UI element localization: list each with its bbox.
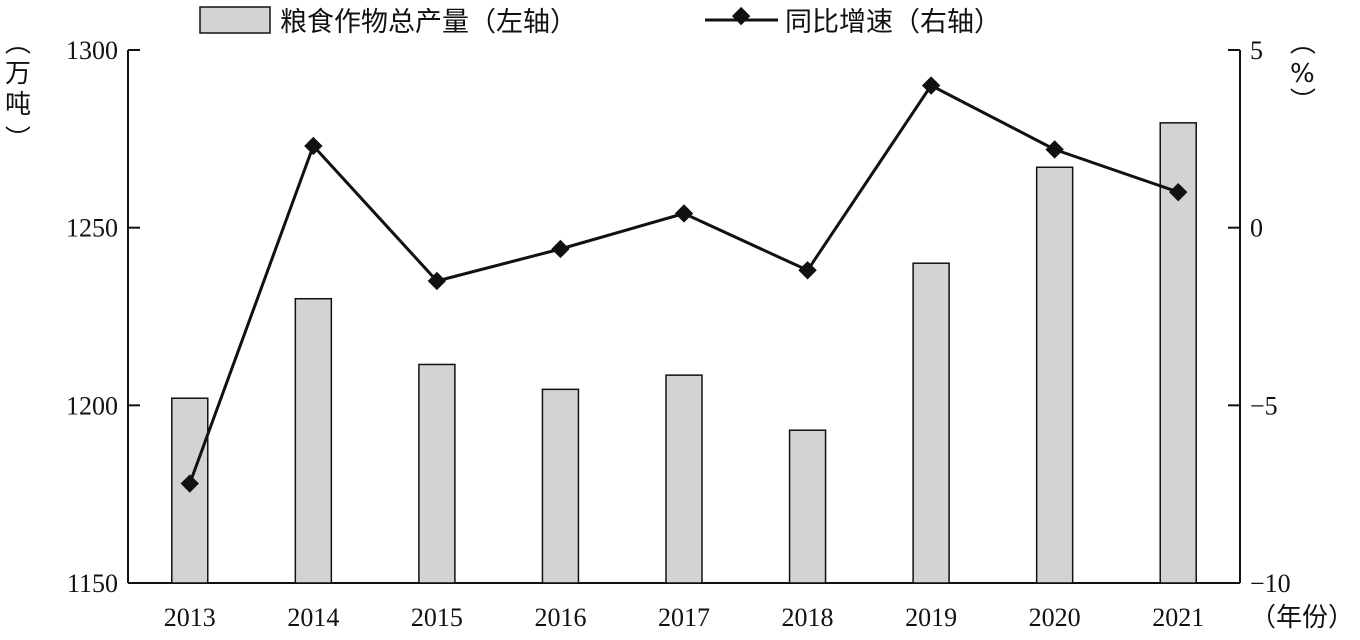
x-tick-label: 2013 — [164, 603, 216, 632]
x-tick-label: 2015 — [411, 603, 463, 632]
bar-series — [171, 122, 1197, 584]
line-marker — [921, 76, 941, 95]
x-tick-label: 2014 — [287, 603, 339, 632]
x-tick-label: 2020 — [1029, 603, 1081, 632]
left-tick-label: 1300 — [66, 36, 118, 65]
right-tick-label: −5 — [1250, 391, 1278, 420]
right-tick-label: −10 — [1250, 569, 1291, 598]
right-axis-title-char: % — [1290, 59, 1315, 89]
x-tick-label: 2017 — [658, 603, 710, 632]
x-tick-label: 2021 — [1152, 603, 1204, 632]
x-axis-labels: 2013 2014 2015 2016 2017 2018 2019 2020 2021 — [164, 603, 1204, 632]
line-marker — [798, 261, 817, 280]
left-axis-title: （ 万 吨 ） — [1, 29, 31, 151]
left-tick-label: 1200 — [66, 391, 118, 420]
line-marker — [551, 239, 570, 259]
line-marker — [674, 204, 694, 223]
right-tick-label: 0 — [1250, 214, 1263, 243]
left-axis-title-char: （ — [1, 29, 31, 55]
bar — [912, 262, 950, 584]
right-axis-title-char: ） — [1286, 87, 1316, 113]
bar — [294, 297, 333, 584]
bar — [1035, 166, 1074, 584]
legend: 粮食作物总产量（左轴） 同比增速（右轴） — [199, 6, 1001, 38]
line-markers — [180, 76, 1188, 493]
bar — [788, 429, 827, 584]
bar — [541, 388, 580, 584]
line-marker — [304, 136, 323, 156]
right-axis-title-char: （ — [1286, 29, 1316, 55]
left-axis-title-char: 吨 — [5, 90, 31, 120]
legend-bar-label: 粮食作物总产量（左轴） — [280, 7, 577, 38]
line-marker — [180, 474, 199, 493]
x-tick-label: 2016 — [534, 603, 586, 632]
line-marker — [1169, 182, 1188, 202]
x-axis-title: （年份） — [1250, 603, 1354, 633]
left-tick-label: 1150 — [67, 569, 118, 598]
left-axis-title-char: ） — [1, 125, 31, 151]
bar — [418, 363, 456, 584]
right-axis-title: （ % ） — [1286, 29, 1316, 113]
x-tick-label: 2019 — [905, 603, 957, 632]
left-tick-label: 1250 — [66, 214, 118, 243]
legend-line-label: 同比增速（右轴） — [785, 7, 1001, 38]
right-tick-label: 5 — [1250, 36, 1263, 65]
line-marker — [427, 271, 447, 291]
legend-marker-swatch — [731, 6, 751, 26]
bar — [665, 374, 703, 584]
left-axis-title-char: 万 — [5, 59, 31, 89]
right-axis-ticks: −10 −5 0 5 — [1228, 36, 1291, 598]
legend-bar-swatch — [199, 6, 271, 34]
line-marker — [1045, 140, 1064, 159]
left-axis-ticks: 1150 1200 1250 1300 — [66, 36, 140, 598]
x-tick-label: 2018 — [782, 603, 834, 632]
